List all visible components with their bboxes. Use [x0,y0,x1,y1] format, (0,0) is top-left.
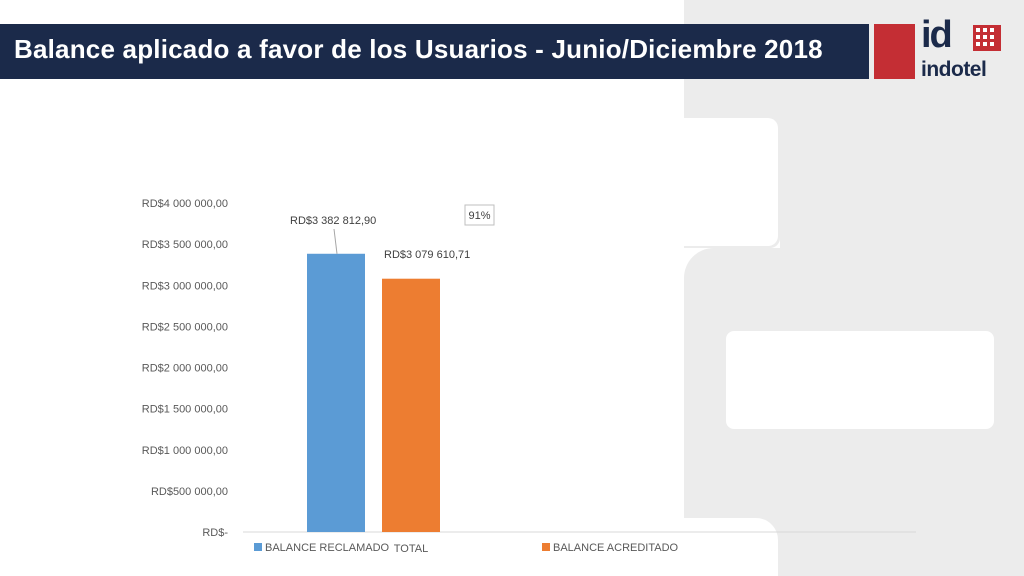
title-bar: Balance aplicado a favor de los Usuarios… [0,24,869,79]
y-tick-label: RD$1 500 000,00 [142,404,228,416]
y-tick-label: RD$1 000 000,00 [142,445,228,457]
page-title: Balance aplicado a favor de los Usuarios… [14,34,823,64]
x-tick-label: TOTAL [394,543,428,555]
y-tick-label: RD$2 000 000,00 [142,363,228,375]
legend-swatch [254,543,262,551]
bar-balance-acreditado [382,278,440,532]
logo-grid-icon [973,25,1001,51]
background-white-card [726,331,994,429]
logo-red-block [874,24,915,79]
background-notch-left [684,118,778,246]
background-notch-bottom [684,518,778,576]
y-tick-label: RD$3 000 000,00 [142,280,228,292]
legend-label: BALANCE RECLAMADO [265,542,390,554]
logo-name-text: indotel [921,58,987,81]
logo-mark-text: id [921,14,953,56]
indotel-logo: id indotel [921,16,1003,84]
data-label: RD$3 079 610,71 [384,249,470,261]
data-label: RD$3 382 812,90 [290,215,376,227]
y-tick-label: RD$4 000 000,00 [142,198,228,210]
y-tick-label: RD$500 000,00 [151,486,228,498]
y-tick-label: RD$2 500 000,00 [142,321,228,333]
y-tick-label: RD$- [202,527,228,539]
y-tick-label: RD$3 500 000,00 [142,239,228,251]
annotation-box [464,204,495,226]
annotation-label: 91% [468,210,490,222]
legend-swatch [542,543,550,551]
data-label-leader-line [333,228,338,254]
bar-balance-reclamado [307,253,365,532]
legend-label: BALANCE ACREDITADO [553,542,679,554]
